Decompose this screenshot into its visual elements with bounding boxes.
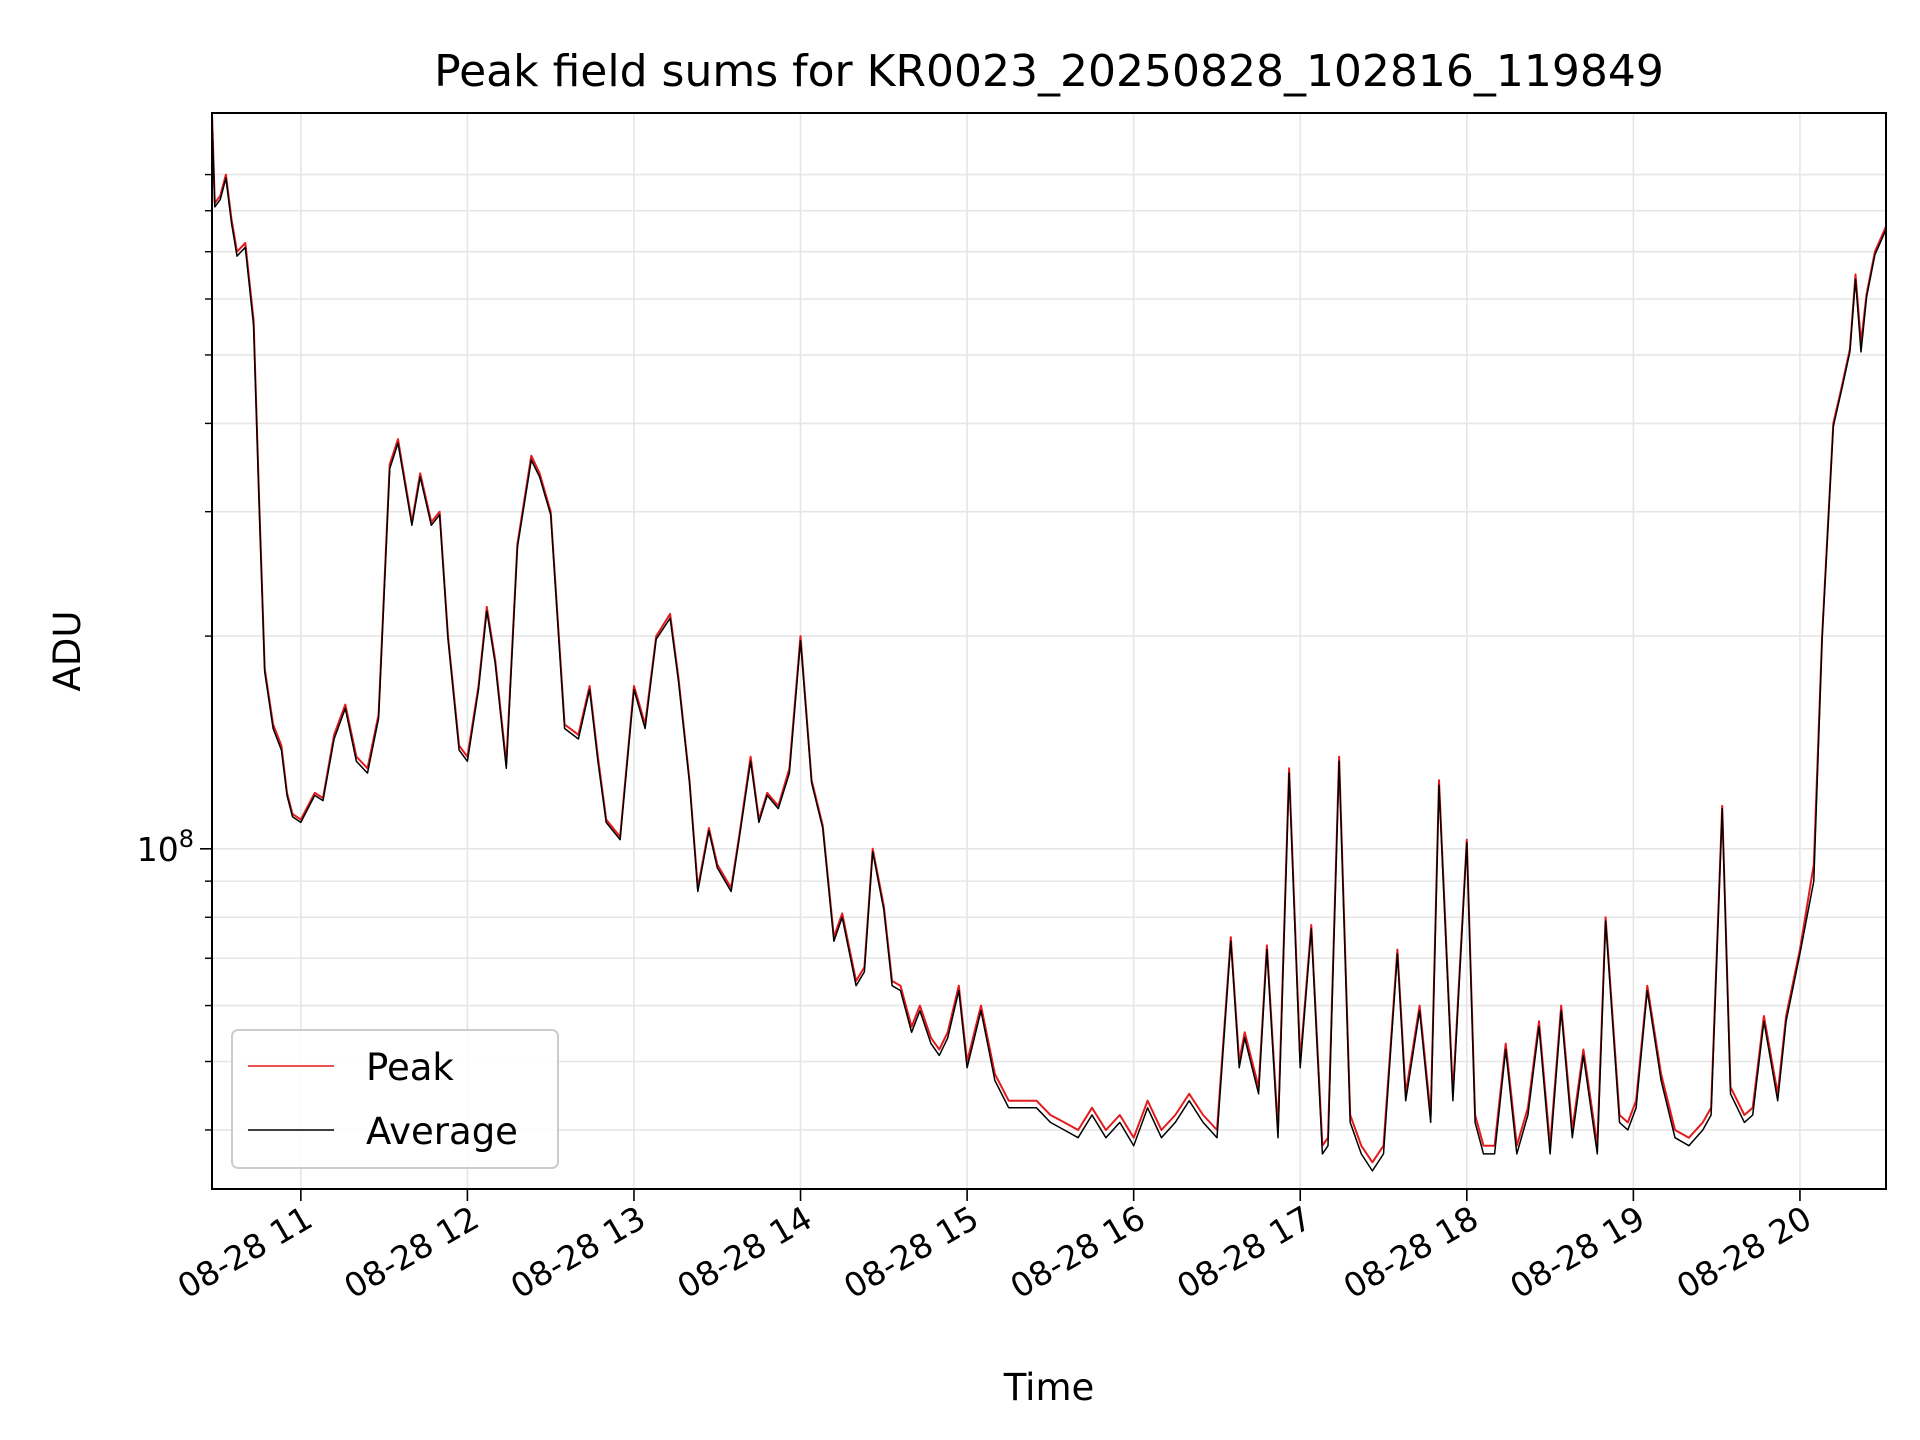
series-line-average xyxy=(212,118,1886,1172)
y-tick-label: 108 xyxy=(137,825,194,869)
legend: Peak Average xyxy=(231,1029,559,1169)
y-axis-label: ADU xyxy=(46,611,89,692)
chart-title: Peak field sums for KR0023_20250828_1028… xyxy=(434,46,1664,97)
series-layer xyxy=(212,113,1886,1172)
plot-frame xyxy=(211,112,1887,1190)
legend-label-peak: Peak xyxy=(366,1046,454,1089)
x-axis-label: Time xyxy=(1003,1366,1095,1409)
legend-box xyxy=(231,1029,559,1169)
y-axis-ticks: 108 xyxy=(137,173,212,1131)
plot-series-group xyxy=(212,113,1886,1172)
legend-label-average: Average xyxy=(366,1110,518,1153)
grid xyxy=(212,113,1886,1189)
